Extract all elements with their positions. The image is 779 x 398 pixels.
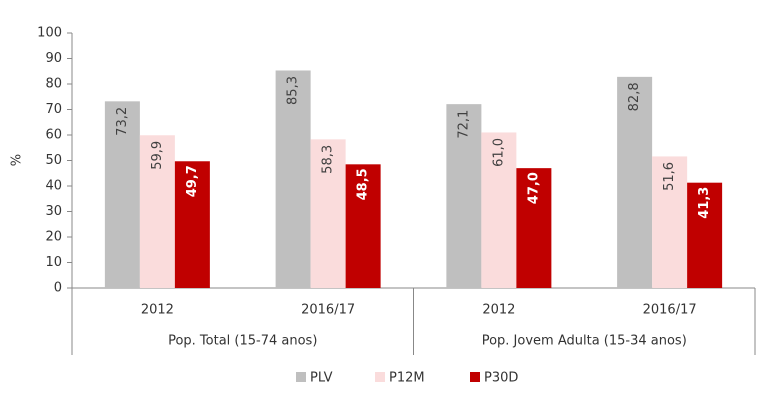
y-tick-label: 40: [45, 179, 62, 194]
bar: [345, 164, 381, 288]
y-axis-label: %: [10, 154, 25, 166]
y-tick-label: 80: [45, 77, 62, 92]
legend-swatch: [375, 372, 385, 382]
data-label: 41,3: [697, 187, 712, 219]
y-tick-label: 0: [54, 281, 62, 296]
y-tick-label: 20: [45, 230, 62, 245]
data-label: 61,0: [491, 138, 506, 167]
data-label: 73,2: [115, 107, 130, 136]
y-tick-label: 50: [45, 153, 62, 168]
data-label: 58,3: [321, 145, 336, 174]
bar: [139, 135, 175, 288]
y-tick-label: 90: [45, 51, 62, 66]
category-group-label: Pop. Total (15-74 anos): [168, 334, 317, 349]
bar: [310, 139, 346, 288]
x-tick-label: 2012: [141, 303, 174, 318]
bar: [275, 70, 311, 288]
legend-swatch: [470, 372, 480, 382]
data-label: 72,1: [456, 110, 471, 139]
legend-label: P12M: [389, 371, 425, 386]
y-tick-label: 60: [45, 128, 62, 143]
data-label: 47,0: [526, 172, 541, 204]
bar: [617, 76, 653, 288]
legend-label: P30D: [484, 371, 518, 386]
bar: [652, 156, 688, 288]
bar: [687, 182, 723, 288]
x-tick-label: 2012: [482, 303, 515, 318]
bar: [174, 161, 210, 288]
bar: [516, 168, 552, 288]
y-tick-label: 70: [45, 102, 62, 117]
data-label: 48,5: [356, 168, 371, 200]
data-label: 49,7: [185, 165, 200, 197]
y-tick-label: 10: [45, 255, 62, 270]
data-label: 82,8: [627, 82, 642, 111]
bar: [446, 104, 482, 289]
data-label: 51,6: [662, 162, 677, 191]
data-label: 59,9: [150, 141, 165, 170]
y-tick-label: 30: [45, 204, 62, 219]
data-label: 85,3: [286, 76, 301, 105]
x-tick-label: 2016/17: [301, 303, 355, 318]
legend-swatch: [296, 372, 306, 382]
category-group-label: Pop. Jovem Adulta (15-34 anos): [482, 334, 687, 349]
bar: [481, 132, 517, 288]
x-tick-label: 2016/17: [643, 303, 697, 318]
legend-label: PLV: [310, 371, 333, 386]
y-tick-label: 100: [37, 26, 62, 41]
bar: [104, 101, 140, 288]
